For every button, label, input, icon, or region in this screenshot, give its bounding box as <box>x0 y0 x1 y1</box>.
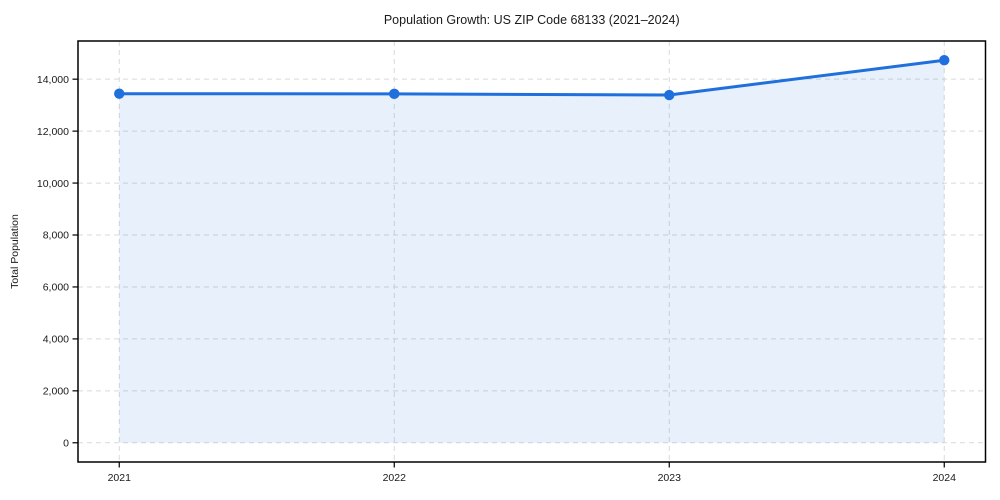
y-tick-label: 14,000 <box>37 74 69 86</box>
y-tick-label: 0 <box>63 437 69 449</box>
y-axis-label: Total Population <box>9 214 21 289</box>
data-point <box>939 55 950 66</box>
series-line <box>117 58 946 97</box>
chart-title: Population Growth: US ZIP Code 68133 (20… <box>384 13 680 27</box>
y-tick-label: 4,000 <box>43 334 69 346</box>
plot-border <box>77 40 987 463</box>
x-tick-label: 2022 <box>383 472 407 484</box>
y-tick-label: 2,000 <box>43 386 69 398</box>
data-point <box>664 89 675 101</box>
area-fill <box>119 60 945 443</box>
x-tick-labels: 2021 2022 2023 2024 <box>108 472 957 484</box>
x-tick-label: 2021 <box>108 472 132 484</box>
area-fill-shape <box>119 60 945 443</box>
y-tick-label: 12,000 <box>37 126 69 138</box>
x-tick-label: 2024 <box>933 472 957 484</box>
y-tick-label: 6,000 <box>43 282 69 294</box>
data-point <box>114 88 125 99</box>
tick-marks <box>72 78 945 468</box>
y-tick-label: 8,000 <box>43 230 69 242</box>
gridlines <box>78 41 986 462</box>
data-markers <box>114 55 950 101</box>
data-point <box>389 88 400 100</box>
y-tick-label: 10,000 <box>37 178 69 190</box>
x-tick-label: 2023 <box>658 472 682 484</box>
y-tick-labels: 0 2,000 4,000 6,000 8,000 10,000 12,000 14,000 <box>37 74 69 450</box>
data-line <box>117 58 946 97</box>
